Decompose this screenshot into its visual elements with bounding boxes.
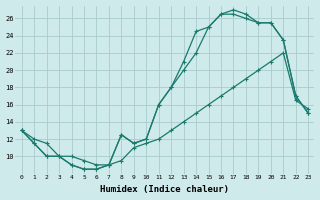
X-axis label: Humidex (Indice chaleur): Humidex (Indice chaleur) bbox=[100, 185, 229, 194]
